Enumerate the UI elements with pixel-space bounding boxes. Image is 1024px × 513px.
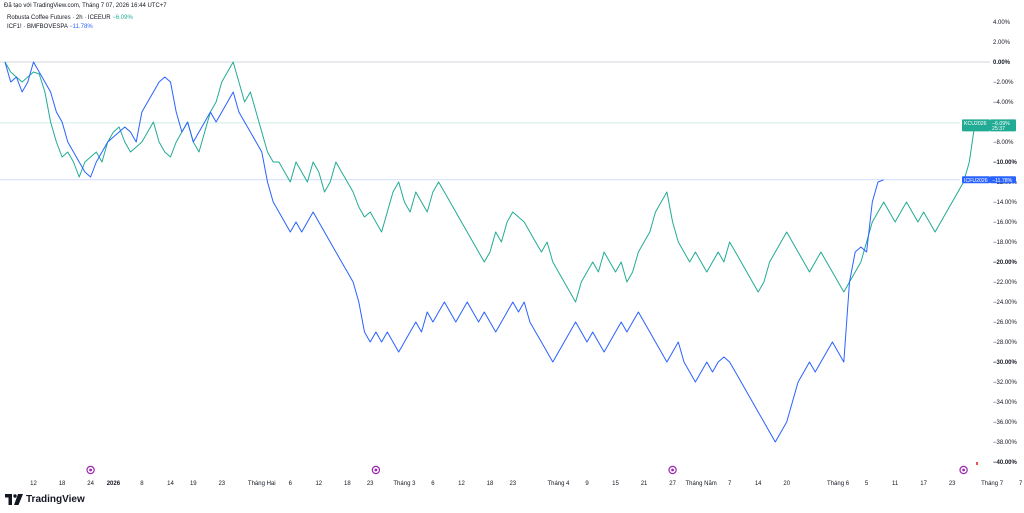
purple-circle-icon-dot [962,468,965,472]
y-tick-label: −8.00% [993,140,1014,146]
y-tick-label: −40.00% [993,460,1018,466]
x-tick-label: 12 [30,481,37,487]
x-tick-label: Tháng 6 [827,481,850,487]
x-tick-label: 18 [59,481,66,487]
x-tick-label: 17 [920,481,927,487]
y-tick-label: −10.00% [993,160,1018,166]
legend-item-icf[interactable]: ICF1! · BMFBOVESPA −11.78% [7,23,133,32]
x-tick-label: 8 [140,481,144,487]
purple-circle-icon-dot [374,468,378,472]
x-tick-label: 23 [367,481,374,487]
y-tick-label: −18.00% [993,240,1018,246]
purple-circle-icon-dot [89,468,92,472]
chart-legend: Robusta Coffee Futures · 2h · ICEEUR −6.… [7,14,133,32]
x-tick-label: Tháng 7 [981,481,1004,487]
y-tick-label: −22.00% [993,280,1018,286]
x-tick-label: 23 [509,481,516,487]
x-tick-label: 11 [892,481,899,487]
x-tick-label: Tháng 4 [547,481,570,487]
x-tick-label: 14 [167,481,174,487]
x-tick-label: 15 [612,481,619,487]
tradingview-brand[interactable]: TradingView [5,494,85,505]
x-tick-label: 9 [585,481,589,487]
purple-circle-icon-dot [671,468,674,472]
y-tick-label: −34.00% [993,400,1018,406]
x-tick-label: 6 [289,481,293,487]
series-line-0 [4,61,976,303]
brand-name: TradingView [26,494,85,505]
legend-kc-change: −6.09% [112,15,133,21]
last-value-countdown: 25:37 [992,126,1005,132]
last-value-name-label: ICFU2026 [964,178,988,184]
x-tick-label: 21 [641,481,648,487]
time-marker [976,462,978,465]
x-tick-label: 7 [1019,481,1023,487]
y-tick-label: 2.00% [993,40,1011,46]
y-tick-label: −32.00% [993,380,1018,386]
x-tick-label: 14 [755,481,762,487]
x-tick-label: Tháng Hai [248,481,276,487]
legend-icf-change: −11.78% [69,24,93,30]
y-tick-label: −24.00% [993,300,1018,306]
x-tick-label: 5 [865,481,869,487]
y-tick-label: −14.00% [993,200,1018,206]
legend-icf-name: ICF1! · BMFBOVESPA [7,24,68,30]
x-tick-label: 12 [315,481,322,487]
y-tick-label: −4.00% [993,100,1014,106]
legend-item-kc[interactable]: Robusta Coffee Futures · 2h · ICEEUR −6.… [7,14,133,23]
last-value-name-tag [962,176,990,184]
x-tick-label: 23 [218,481,225,487]
x-tick-label: 20 [783,481,790,487]
last-value-price-tag [990,176,1016,184]
x-tick-label: 7 [728,481,732,487]
x-tick-label: Tháng Năm [685,481,716,487]
y-tick-label: −38.00% [993,440,1018,446]
chart-caption: Đã tạo với TradingView.com, Tháng 7 07, … [4,3,167,9]
x-tick-label: 19 [190,481,197,487]
last-value-price-label: −11.78% [992,178,1013,184]
x-tick-label: 6 [431,481,435,487]
y-tick-label: 0.00% [993,60,1011,66]
y-tick-label: 4.00% [993,20,1011,26]
y-tick-label: −36.00% [993,420,1018,426]
last-value-price-tag [990,119,1016,132]
x-tick-label: 23 [949,481,956,487]
y-tick-label: −28.00% [993,340,1018,346]
last-value-name-label: KCU2026 [964,121,987,127]
x-tick-label: Tháng 3 [393,481,416,487]
x-tick-label: 2026 [107,481,121,487]
x-tick-label: 18 [487,481,494,487]
y-tick-label: −2.00% [993,80,1014,86]
legend-kc-name: Robusta Coffee Futures · 2h · ICEEUR [7,15,111,21]
x-tick-label: 12 [458,481,465,487]
y-tick-label: −20.00% [993,260,1018,266]
x-tick-label: 27 [669,481,676,487]
x-tick-label: 18 [344,481,351,487]
y-tick-label: −30.00% [993,360,1018,366]
tradingview-logo-icon [5,494,23,505]
series-line-1 [4,61,884,443]
last-value-price-label: −6.09% [992,121,1010,127]
x-tick-label: 24 [87,481,94,487]
y-tick-label: −26.00% [993,320,1018,326]
last-value-name-tag [962,119,990,132]
y-tick-label: −16.00% [993,220,1018,226]
